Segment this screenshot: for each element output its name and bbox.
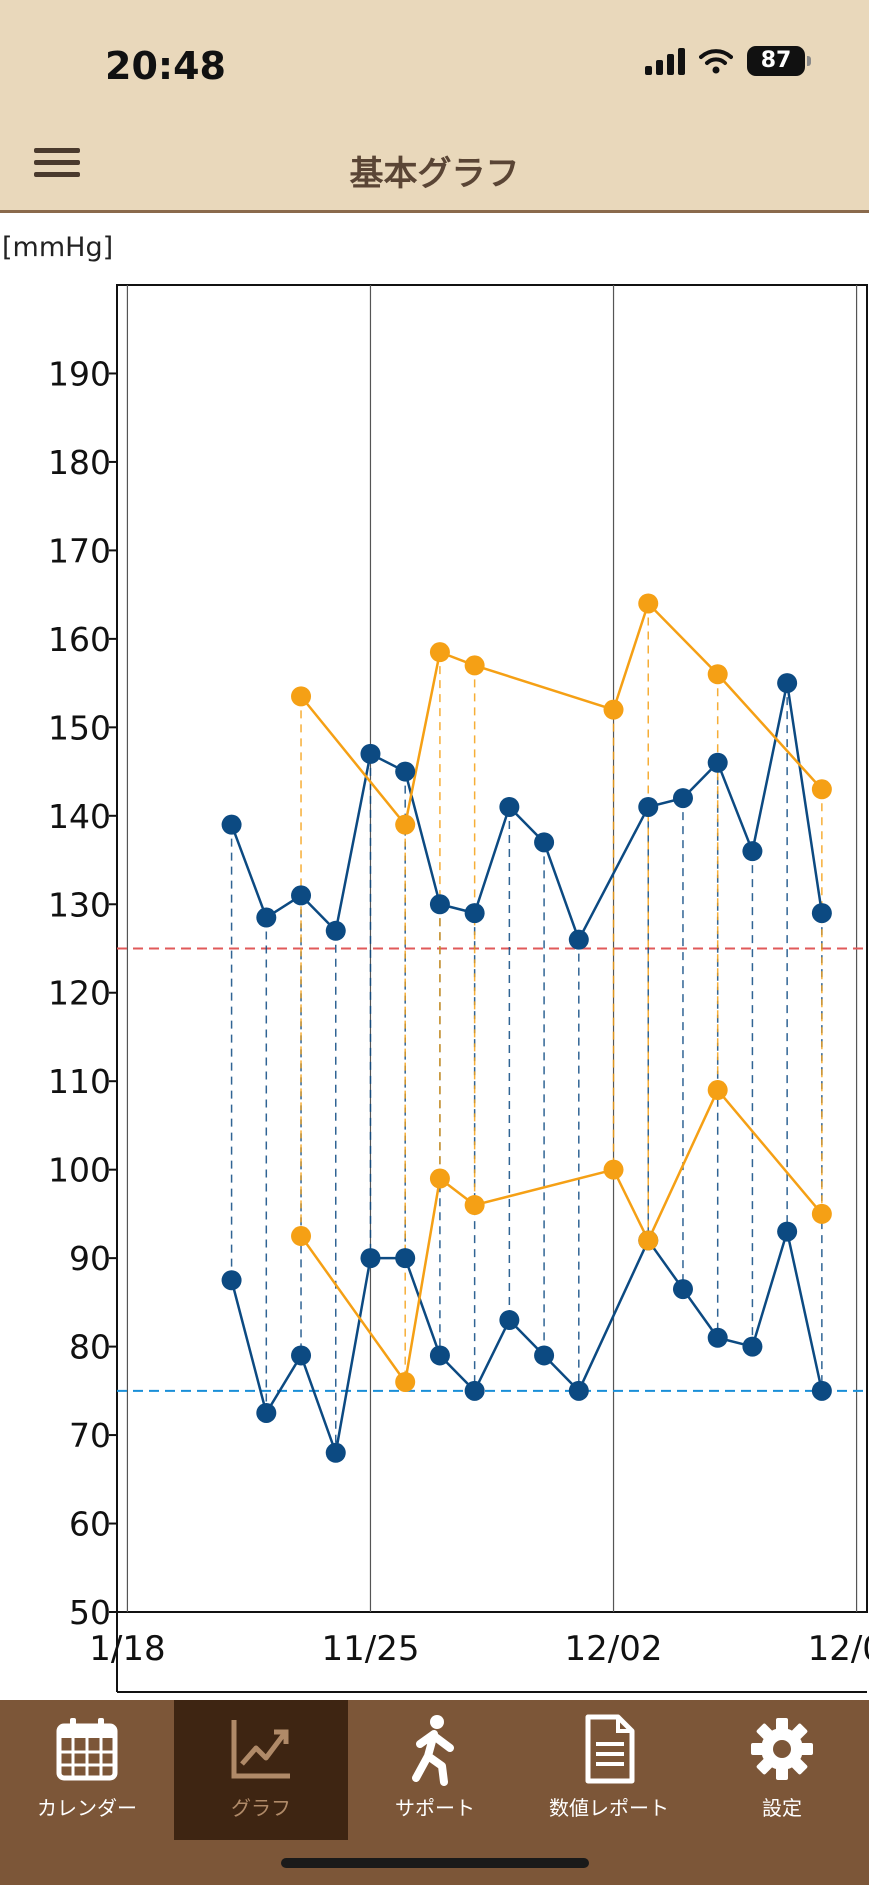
data-point-diastolic[interactable]	[429, 1345, 450, 1366]
battery-icon: 87	[747, 46, 811, 76]
tab-calendar-label: カレンダー	[37, 1796, 137, 1820]
data-point-diastolic[interactable]	[534, 1345, 555, 1366]
data-point-diastolic[interactable]	[429, 1168, 450, 1189]
chart-icon	[231, 1720, 290, 1779]
y-tick-label: 50	[69, 1593, 111, 1632]
data-point-diastolic[interactable]	[777, 1221, 798, 1242]
data-point-diastolic[interactable]	[638, 1230, 659, 1251]
y-tick-label: 90	[69, 1239, 111, 1278]
data-point-diastolic[interactable]	[707, 1327, 728, 1348]
tab-numeric-report[interactable]: 数値レポート	[522, 1700, 696, 1840]
data-point-systolic[interactable]	[707, 664, 728, 685]
y-tick-label: 130	[48, 885, 111, 924]
data-point-diastolic[interactable]	[672, 1279, 693, 1300]
page-title: 基本グラフ	[349, 154, 520, 194]
y-tick-label: 180	[48, 443, 111, 482]
app-header: 20:48 87 基本グラフ	[0, 0, 869, 213]
data-point-systolic[interactable]	[429, 642, 450, 663]
walking-person-icon	[412, 1715, 454, 1786]
data-point-systolic[interactable]	[777, 673, 798, 694]
data-point-systolic[interactable]	[325, 920, 346, 941]
series-line-systolic	[300, 602, 823, 826]
status-icons: 87	[645, 46, 811, 76]
tab-graph-label: グラフ	[231, 1796, 291, 1820]
y-tick-label: 170	[48, 531, 111, 570]
y-tick-label: 100	[48, 1151, 111, 1190]
y-tick-label: 110	[48, 1062, 111, 1101]
data-point-diastolic[interactable]	[707, 1080, 728, 1101]
data-point-systolic[interactable]	[221, 814, 242, 835]
data-point-systolic[interactable]	[429, 894, 450, 915]
data-point-diastolic[interactable]	[811, 1203, 832, 1224]
calendar-icon	[56, 1718, 118, 1781]
y-tick-label: 80	[69, 1328, 111, 1367]
data-point-systolic[interactable]	[291, 885, 312, 906]
data-point-systolic[interactable]	[534, 832, 555, 853]
y-axis-unit-label: [mmHg]	[2, 232, 114, 263]
data-point-diastolic[interactable]	[221, 1270, 242, 1291]
document-icon	[585, 1714, 635, 1784]
hamburger-menu-icon[interactable]	[34, 148, 80, 184]
data-point-diastolic[interactable]	[742, 1336, 763, 1357]
wifi-icon	[699, 49, 733, 74]
status-time: 20:48	[105, 44, 226, 88]
data-point-diastolic[interactable]	[568, 1380, 589, 1401]
data-point-systolic[interactable]	[464, 903, 485, 924]
tab-support[interactable]: サポート	[348, 1700, 522, 1840]
data-point-diastolic[interactable]	[499, 1310, 520, 1331]
data-point-diastolic[interactable]	[325, 1442, 346, 1463]
tab-calendar[interactable]: カレンダー	[0, 1700, 174, 1840]
y-tick-label: 60	[69, 1505, 111, 1544]
data-point-diastolic[interactable]	[395, 1248, 416, 1269]
data-point-diastolic[interactable]	[291, 1345, 312, 1366]
cellular-signal-icon	[645, 47, 685, 75]
data-point-diastolic[interactable]	[603, 1159, 624, 1180]
tab-numeric-report-label: 数値レポート	[549, 1796, 669, 1820]
blood-pressure-chart[interactable]: 1/18 11/25 12/02 12/09 50 60 70 80 90 100 110 120 13…	[0, 270, 869, 1700]
tab-settings[interactable]: 設定	[695, 1700, 869, 1840]
data-point-systolic[interactable]	[395, 814, 416, 835]
data-point-systolic[interactable]	[291, 686, 312, 707]
y-tick-label: 140	[48, 797, 111, 836]
data-point-diastolic[interactable]	[811, 1380, 832, 1401]
x-tick-label: 12/02	[565, 1629, 663, 1669]
data-point-systolic[interactable]	[811, 779, 832, 800]
y-tick-label: 150	[48, 708, 111, 747]
data-point-systolic[interactable]	[395, 761, 416, 782]
gear-icon	[751, 1718, 813, 1780]
data-point-diastolic[interactable]	[256, 1402, 277, 1423]
y-tick-label: 160	[48, 620, 111, 659]
x-tick-label: 11/25	[321, 1629, 419, 1669]
data-point-systolic[interactable]	[742, 841, 763, 862]
data-point-diastolic[interactable]	[395, 1371, 416, 1392]
data-point-systolic[interactable]	[499, 796, 520, 817]
data-point-diastolic[interactable]	[360, 1248, 381, 1269]
tab-support-label: サポート	[395, 1796, 475, 1820]
y-tick-label: 70	[69, 1416, 111, 1455]
data-point-systolic[interactable]	[672, 788, 693, 809]
data-point-systolic[interactable]	[360, 743, 381, 764]
data-point-systolic[interactable]	[464, 655, 485, 676]
tab-graph[interactable]: グラフ	[174, 1700, 348, 1840]
x-tick-label: 1/18	[89, 1629, 165, 1669]
y-tick-label: 190	[48, 354, 111, 393]
data-point-diastolic[interactable]	[291, 1226, 312, 1247]
data-point-systolic[interactable]	[568, 929, 589, 950]
tab-settings-label: 設定	[762, 1796, 802, 1820]
data-point-diastolic[interactable]	[464, 1195, 485, 1216]
data-point-systolic[interactable]	[638, 796, 659, 817]
y-tick-label: 120	[48, 974, 111, 1013]
x-tick-label: 12/09	[808, 1629, 869, 1669]
data-point-diastolic[interactable]	[464, 1380, 485, 1401]
bottom-tab-bar: カレンダー グラフ サポート 数値レポート	[0, 1700, 869, 1885]
series-line-diastolic	[300, 1088, 823, 1384]
data-point-systolic[interactable]	[256, 907, 277, 928]
data-point-systolic[interactable]	[638, 593, 659, 614]
home-indicator	[281, 1858, 589, 1868]
data-point-systolic[interactable]	[603, 699, 624, 720]
data-point-systolic[interactable]	[811, 903, 832, 924]
data-point-systolic[interactable]	[707, 752, 728, 773]
